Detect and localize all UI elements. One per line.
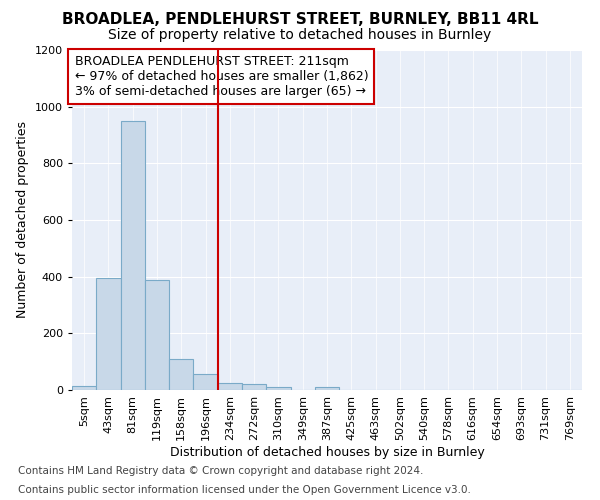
Bar [72,386,96,390]
Bar [242,384,266,390]
Bar [169,359,193,390]
Bar [145,280,169,390]
Bar [96,278,121,390]
Text: Contains HM Land Registry data © Crown copyright and database right 2024.: Contains HM Land Registry data © Crown c… [18,466,424,476]
Text: Contains public sector information licensed under the Open Government Licence v3: Contains public sector information licen… [18,485,471,495]
Bar [315,386,339,390]
Bar [121,121,145,390]
X-axis label: Distribution of detached houses by size in Burnley: Distribution of detached houses by size … [170,446,484,458]
Text: BROADLEA PENDLEHURST STREET: 211sqm
← 97% of detached houses are smaller (1,862): BROADLEA PENDLEHURST STREET: 211sqm ← 97… [74,55,368,98]
Bar [266,386,290,390]
Bar [218,383,242,390]
Text: BROADLEA, PENDLEHURST STREET, BURNLEY, BB11 4RL: BROADLEA, PENDLEHURST STREET, BURNLEY, B… [62,12,538,28]
Y-axis label: Number of detached properties: Number of detached properties [16,122,29,318]
Text: Size of property relative to detached houses in Burnley: Size of property relative to detached ho… [109,28,491,42]
Bar [193,374,218,390]
